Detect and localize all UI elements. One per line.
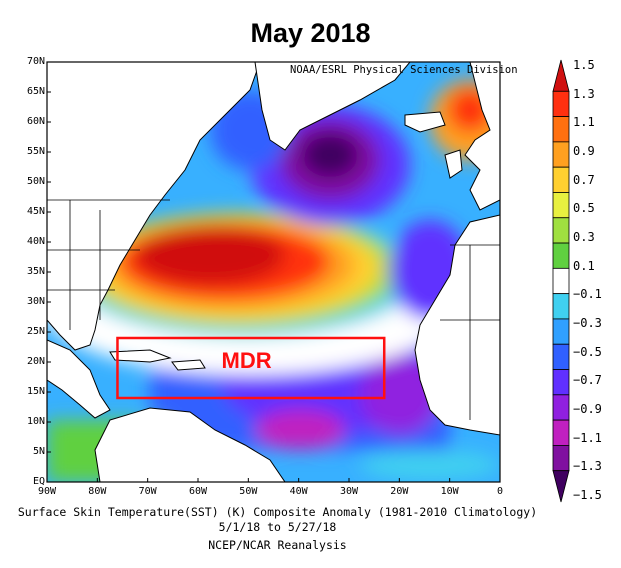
colorbar-label: −0.7 xyxy=(573,373,602,388)
colorbar-segment xyxy=(552,293,570,320)
lat-label: 35N xyxy=(26,266,45,277)
data-credit: NOAA/ESRL Physical Sciences Division xyxy=(290,64,518,76)
colorbar-segment xyxy=(552,419,570,446)
colorbar-label: 0.3 xyxy=(573,230,595,244)
colorbar-segment xyxy=(552,318,570,345)
lon-label: 10W xyxy=(440,486,459,497)
lon-label: 90W xyxy=(37,486,57,497)
colorbar-label: −1.1 xyxy=(573,430,602,445)
lat-label: 65N xyxy=(26,86,45,97)
lat-label: EQ xyxy=(32,476,45,487)
colorbar-segment xyxy=(552,343,570,370)
lon-label: 60W xyxy=(188,486,208,497)
colorbar-label: −0.1 xyxy=(573,287,602,302)
colorbar-label: 1.1 xyxy=(573,115,595,130)
lon-label: 80W xyxy=(88,486,107,497)
colorbar-segment xyxy=(552,90,570,117)
colorbar-segment xyxy=(552,116,570,143)
colorbar-segment xyxy=(552,369,570,396)
lat-label: 30N xyxy=(26,296,45,307)
colorbar-segment xyxy=(552,445,570,472)
colorbar-segment xyxy=(552,59,570,92)
colorbar-segment xyxy=(552,141,570,168)
colorbar-segment xyxy=(552,394,570,421)
caption-line-2: 5/1/18 to 5/27/18 xyxy=(218,520,337,534)
colorbar-segment xyxy=(552,470,570,503)
axis-ticks xyxy=(46,61,501,483)
lon-label: 50W xyxy=(239,486,258,497)
lat-label: 5N xyxy=(32,446,45,457)
lat-label: 50N xyxy=(26,176,45,187)
colorbar-segment xyxy=(552,267,570,295)
colorbar-label: 0.5 xyxy=(573,201,595,216)
colorbar-label: 1.3 xyxy=(573,86,595,101)
colorbar-label: −1.5 xyxy=(573,488,602,502)
colorbar-label: 1.5 xyxy=(573,58,595,72)
colorbar-segment xyxy=(552,166,570,193)
lon-label: 40W xyxy=(289,486,308,497)
mdr-region-box xyxy=(116,336,386,400)
colorbar-label: 0.9 xyxy=(573,144,595,158)
mdr-label: MDR xyxy=(221,348,272,373)
lat-label: 70N xyxy=(26,56,45,67)
lon-label: 20W xyxy=(390,486,409,497)
colorbar-segment xyxy=(552,217,570,244)
lat-label: 40N xyxy=(26,236,45,247)
colorbar xyxy=(552,59,570,503)
lat-label: 45N xyxy=(26,206,45,217)
borders xyxy=(47,199,500,420)
colorbar-label: 0.1 xyxy=(573,258,595,273)
lat-label: 20N xyxy=(26,356,45,367)
colorbar-label: −0.3 xyxy=(573,316,602,330)
colorbar-segment xyxy=(552,192,570,219)
lon-label: 30W xyxy=(339,486,359,497)
caption-line-1: Surface Skin Temperature(SST) (K) Compos… xyxy=(17,505,538,519)
colorbar-segment xyxy=(552,242,570,269)
lat-label: 15N xyxy=(26,386,45,397)
lat-label: 60N xyxy=(26,116,45,127)
map-title: May 2018 xyxy=(250,18,371,48)
anomaly-field xyxy=(47,62,500,482)
colorbar-label: 0.7 xyxy=(573,172,595,187)
lon-label: 70W xyxy=(138,486,157,497)
colorbar-label: −0.5 xyxy=(573,344,602,359)
lat-label: 25N xyxy=(26,326,45,337)
lat-label: 10N xyxy=(26,416,45,427)
caption-line-3: NCEP/NCAR Reanalysis xyxy=(208,538,347,552)
colorbar-label: −0.9 xyxy=(573,402,602,416)
lon-label: 0 xyxy=(496,486,504,497)
colorbar-label: −1.3 xyxy=(573,459,602,474)
lat-label: 55N xyxy=(26,146,45,157)
